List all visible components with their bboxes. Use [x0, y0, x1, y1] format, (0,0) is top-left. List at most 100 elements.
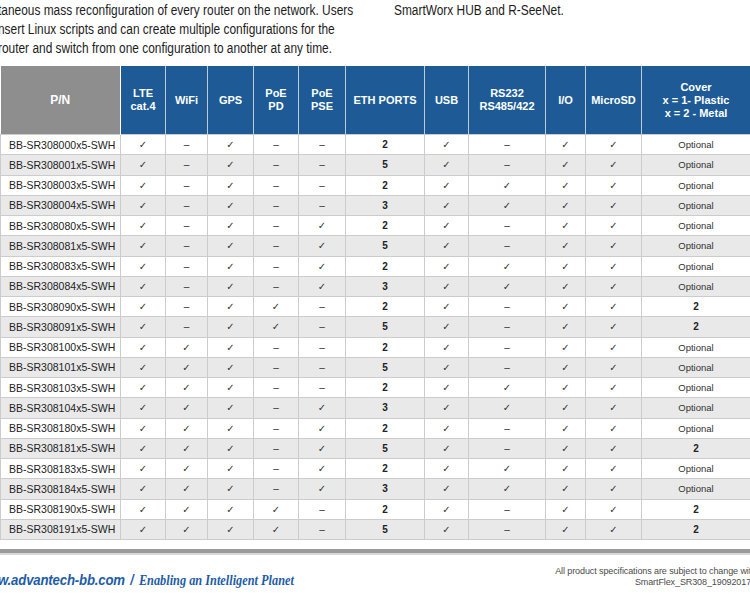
cell-lte: ✓ [121, 195, 166, 215]
website-link[interactable]: w.advantech-bb.com [0, 571, 125, 588]
cell-wifi: ✓ [166, 519, 208, 539]
cell-microsd: ✓ [586, 378, 642, 398]
cell-cover: 2 [642, 438, 750, 458]
cell-poe-pse: – [299, 297, 346, 317]
table-row: BB-SR308184x5-SWH✓✓✓–✓3✓✓✓✓Optional [1, 479, 750, 499]
cell-gps: ✓ [208, 337, 254, 357]
cell-rs232: ✓ [469, 256, 546, 276]
cell-wifi: ✓ [166, 418, 208, 438]
cell-poe-pd: ✓ [254, 499, 299, 519]
cell-eth: 2 [346, 499, 425, 519]
cell-usb: ✓ [425, 195, 469, 215]
cell-lte: ✓ [121, 337, 166, 357]
cell-microsd: ✓ [586, 398, 642, 418]
table-row: BB-SR308100x5-SWH✓✓✓––2✓–✓✓Optional [1, 337, 750, 357]
cell-poe-pd: – [254, 155, 299, 175]
pn-cell: BB-SR308001x5-SWH [1, 155, 121, 175]
cell-gps: ✓ [208, 519, 254, 539]
cell-wifi: ✓ [166, 398, 208, 418]
cell-cover: 2 [642, 499, 750, 519]
footer-note-line-1: All product specifications are subject t… [555, 566, 750, 577]
cell-microsd: ✓ [586, 175, 642, 195]
pn-cell: BB-SR308190x5-SWH [1, 499, 121, 519]
cell-io: ✓ [546, 175, 586, 195]
cell-gps: ✓ [208, 459, 254, 479]
cell-poe-pd: – [254, 236, 299, 256]
pn-cell: BB-SR308080x5-SWH [1, 216, 121, 236]
col-header-rs232: RS232RS485/422 [469, 66, 546, 135]
table-row: BB-SR308080x5-SWH✓–✓–✓2✓–✓✓Optional [1, 216, 750, 236]
cell-gps: ✓ [208, 398, 254, 418]
cell-gps: ✓ [208, 195, 254, 215]
cell-eth: 5 [346, 519, 425, 539]
cell-microsd: ✓ [586, 135, 642, 155]
cell-microsd: ✓ [586, 236, 642, 256]
cell-poe-pse: ✓ [299, 256, 346, 276]
cell-eth: 2 [346, 337, 425, 357]
table-row: BB-SR308104x5-SWH✓✓✓–✓3✓✓✓✓Optional [1, 398, 750, 418]
cell-microsd: ✓ [586, 438, 642, 458]
pn-cell: BB-SR308000x5-SWH [1, 135, 121, 155]
cell-usb: ✓ [425, 357, 469, 377]
cell-cover: Optional [642, 337, 750, 357]
cell-gps: ✓ [208, 378, 254, 398]
cell-io: ✓ [546, 216, 586, 236]
pn-cell: BB-SR308183x5-SWH [1, 459, 121, 479]
cell-wifi: ✓ [166, 438, 208, 458]
cell-gps: ✓ [208, 317, 254, 337]
cell-lte: ✓ [121, 499, 166, 519]
cell-cover: 2 [642, 297, 750, 317]
footer-slash-divider: / [130, 572, 133, 588]
cell-lte: ✓ [121, 135, 166, 155]
cell-io: ✓ [546, 398, 586, 418]
cell-rs232: ✓ [469, 398, 546, 418]
cell-usb: ✓ [425, 479, 469, 499]
cell-cover: 2 [642, 519, 750, 539]
cell-io: ✓ [546, 499, 586, 519]
cell-cover: Optional [642, 378, 750, 398]
cell-rs232: – [469, 155, 546, 175]
cell-rs232: – [469, 135, 546, 155]
divider-rule [0, 549, 750, 553]
footer-note-line-2: SmartFlex_SR308_19092017d [555, 577, 750, 588]
cell-gps: ✓ [208, 438, 254, 458]
intro-line-3: router and switch from one configuration… [0, 39, 353, 58]
cell-gps: ✓ [208, 357, 254, 377]
cell-wifi: – [166, 236, 208, 256]
cell-cover: Optional [642, 398, 750, 418]
cell-eth: 5 [346, 236, 425, 256]
cell-microsd: ✓ [586, 216, 642, 236]
cell-eth: 3 [346, 479, 425, 499]
cell-microsd: ✓ [586, 418, 642, 438]
col-header-pn: P/N [1, 66, 121, 135]
intro-line-1: taneous mass reconfiguration of every ro… [0, 1, 353, 20]
cell-lte: ✓ [121, 378, 166, 398]
cell-io: ✓ [546, 155, 586, 175]
cell-wifi: ✓ [166, 499, 208, 519]
cell-eth: 2 [346, 256, 425, 276]
table-row: BB-SR308190x5-SWH✓✓✓✓–2✓–✓✓2 [1, 499, 750, 519]
cell-wifi: – [166, 175, 208, 195]
pn-cell: BB-SR308091x5-SWH [1, 317, 121, 337]
cell-poe-pd: ✓ [254, 519, 299, 539]
cell-wifi: ✓ [166, 459, 208, 479]
cell-microsd: ✓ [586, 195, 642, 215]
cell-poe-pd: – [254, 357, 299, 377]
cell-eth: 5 [346, 155, 425, 175]
cell-poe-pd: – [254, 195, 299, 215]
cell-rs232: – [469, 499, 546, 519]
cell-poe-pd: – [254, 418, 299, 438]
cell-microsd: ✓ [586, 459, 642, 479]
cell-poe-pd: – [254, 216, 299, 236]
cell-microsd: ✓ [586, 357, 642, 377]
pn-cell: BB-SR308081x5-SWH [1, 236, 121, 256]
cell-gps: ✓ [208, 418, 254, 438]
cell-io: ✓ [546, 438, 586, 458]
table-row: BB-SR308081x5-SWH✓–✓–✓5✓–✓✓Optional [1, 236, 750, 256]
cell-lte: ✓ [121, 256, 166, 276]
cell-gps: ✓ [208, 297, 254, 317]
cell-rs232: – [469, 438, 546, 458]
table-row: BB-SR308103x5-SWH✓✓✓––2✓✓✓✓Optional [1, 378, 750, 398]
cell-lte: ✓ [121, 438, 166, 458]
header-row: P/NLTEcat.4WiFiGPSPoEPDPoEPSEETH PORTSUS… [1, 66, 750, 135]
